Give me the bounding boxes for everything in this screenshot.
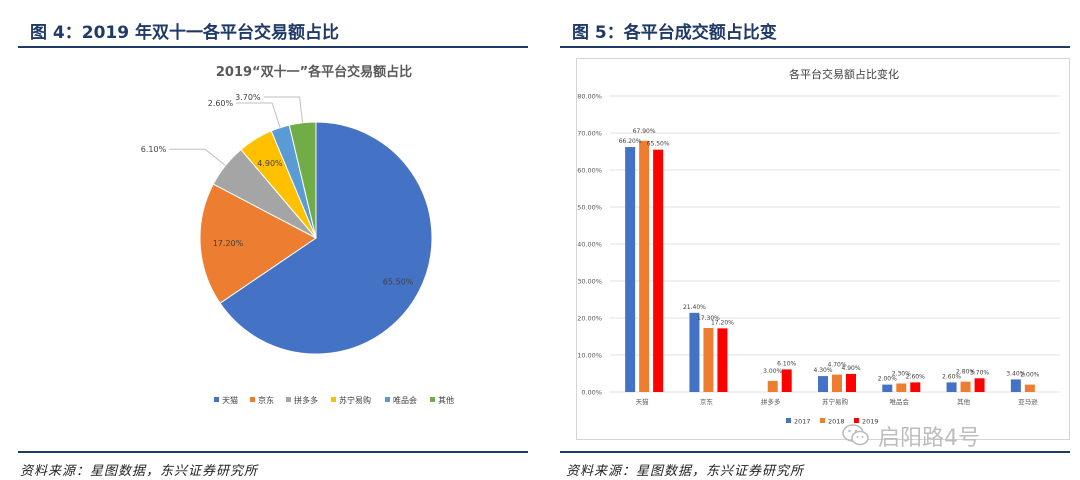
bar-category-label-6: 亚马逊 <box>1018 397 1038 406</box>
bar-value-label-3-1: 4.70% <box>827 362 846 369</box>
bar-value-label-2-1: 3.00% <box>763 368 782 375</box>
bar-2-2 <box>781 369 792 392</box>
bar-ytick-8: 80.00% <box>577 93 602 101</box>
pie-legend-label-5: 其他 <box>438 395 454 405</box>
pie-legend-swatch-1 <box>250 397 255 402</box>
pie-slice-5 <box>288 121 317 239</box>
bar-ytick-1: 10.00% <box>577 352 602 360</box>
bar-value-label-1-2: 17.20% <box>711 319 734 326</box>
pie-legend-swatch-0 <box>214 397 219 402</box>
bar-value-label-0-1: 67.90% <box>633 128 656 135</box>
right-figure-title: 图 5：各平台成交额占比变 <box>572 23 777 43</box>
pie-leader-5 <box>263 96 304 123</box>
bar-5-0 <box>946 382 957 392</box>
right-source-note: 资料来源：星图数据，东兴证券研究所 <box>566 464 805 479</box>
bar-1-0 <box>689 312 700 392</box>
bar-6-1 <box>1024 384 1035 392</box>
pie-value-label-0: 65.50% <box>383 277 414 286</box>
bar-ytick-3: 30.00% <box>577 278 602 286</box>
bar-value-label-6-1: 2.00% <box>1020 372 1039 379</box>
bar-value-label-3-2: 4.90% <box>841 365 860 372</box>
bar-value-label-4-1: 2.30% <box>892 370 911 377</box>
bar-category-label-1: 京东 <box>700 397 714 406</box>
bar-category-label-2: 拼多多 <box>761 397 781 406</box>
bar-0-1 <box>639 140 650 392</box>
bar-ytick-4: 40.00% <box>577 241 602 249</box>
bar-4-1 <box>896 383 907 392</box>
pie-value-label-5: 3.70% <box>235 93 261 102</box>
bar-6-0 <box>1010 379 1021 392</box>
bar-0-0 <box>625 147 636 392</box>
bar-ytick-7: 70.00% <box>577 130 602 138</box>
pie-chart: 2019“双十一”各平台交易额占比 65.50% 17.20% 6.10% 4.90%… <box>141 64 454 405</box>
pie-legend-label-4: 唯品会 <box>393 395 417 405</box>
bar-5-2 <box>974 378 985 392</box>
pie-legend-swatch-3 <box>331 397 336 402</box>
bar-value-label-5-2: 3.70% <box>970 369 989 376</box>
bar-category-label-3: 苏宁易购 <box>822 397 849 406</box>
bar-legend-label-0: 2017 <box>794 418 811 426</box>
bar-legend-label-2: 2019 <box>862 418 879 426</box>
bar-value-label-6-0: 3.40% <box>1006 370 1025 377</box>
bar-3-0 <box>818 376 828 392</box>
bar-1-1 <box>703 327 714 392</box>
left-bottom-rule <box>18 451 528 453</box>
pie-value-label-2: 6.10% <box>141 145 167 154</box>
bar-2-1 <box>767 380 778 392</box>
bar-4-2 <box>910 382 921 392</box>
wechat-icon <box>842 424 869 446</box>
bar-ytick-2: 20.00% <box>577 315 602 323</box>
pie-legend-label-1: 京东 <box>258 395 274 405</box>
pie-legend-label-2: 拼多多 <box>294 395 318 405</box>
bar-category-label-4: 唯品会 <box>890 397 910 406</box>
bar-value-label-1-1: 17.30% <box>697 315 720 322</box>
pie-legend-swatch-2 <box>286 397 291 402</box>
bar-value-label-0-0: 66.20% <box>619 138 642 145</box>
pie-legend-swatch-4 <box>385 397 390 402</box>
pie-legend-label-0: 天猫 <box>222 395 238 405</box>
bar-legend-swatch-0 <box>786 418 791 423</box>
pie-value-label-4: 2.60% <box>208 99 234 108</box>
bar-value-label-5-1: 2.80% <box>956 369 975 376</box>
bar-ytick-5: 50.00% <box>577 204 602 212</box>
pie-leader-4 <box>236 102 281 128</box>
bar-legend-label-1: 2018 <box>828 418 845 426</box>
left-figure-title: 图 4：2019 年双十一各平台交易额占比 <box>30 23 339 43</box>
bar-value-label-3-0: 4.30% <box>813 367 832 374</box>
bar-ytick-6: 60.00% <box>577 167 602 175</box>
bar-chart-frame <box>576 58 1070 440</box>
bar-value-label-4-0: 2.00% <box>878 376 897 383</box>
bar-value-label-5-0: 2.60% <box>942 373 961 380</box>
bar-value-label-4-2: 2.60% <box>906 373 925 380</box>
bar-value-label-2-2: 6.10% <box>777 360 796 367</box>
pie-value-label-3: 4.90% <box>257 159 283 168</box>
bar-legend-swatch-2 <box>854 418 859 423</box>
pie-legend-label-3: 苏宁易购 <box>339 395 371 405</box>
pie-leader-2 <box>169 148 226 166</box>
pie-title: 2019“双十一”各平台交易额占比 <box>216 64 412 80</box>
bar-1-2 <box>717 328 728 392</box>
right-bottom-rule <box>560 451 1070 453</box>
bar-4-0 <box>882 384 893 392</box>
bar-chart: 各平台交易额占比变化 0.00% 10.00% 20.00% 30.00% 40.00%… <box>577 67 1060 426</box>
bar-0-2 <box>653 149 664 392</box>
bar-value-label-0-2: 65.50% <box>647 141 670 148</box>
bar-category-label-0: 天猫 <box>636 397 650 406</box>
pie-slice-0 <box>219 121 433 355</box>
left-source-note: 资料来源：星图数据，东兴证券研究所 <box>20 464 259 479</box>
bar-category-label-5: 其他 <box>957 397 971 406</box>
bar-3-2 <box>846 373 856 392</box>
pie-slice-1 <box>199 183 317 304</box>
bar-legend-swatch-1 <box>820 418 825 423</box>
left-title-rule <box>18 46 528 48</box>
pie-value-label-1: 17.20% <box>213 239 244 248</box>
bar-3-1 <box>832 374 842 392</box>
watermark-text: 启阳路4号 <box>878 426 980 451</box>
bar-5-1 <box>960 381 971 392</box>
bar-ytick-0: 0.00% <box>581 389 602 397</box>
right-title-rule <box>560 46 1070 48</box>
bar-value-label-1-0: 21.40% <box>683 304 706 311</box>
bar-title: 各平台交易额占比变化 <box>789 67 899 81</box>
pie-legend-swatch-5 <box>430 397 435 402</box>
